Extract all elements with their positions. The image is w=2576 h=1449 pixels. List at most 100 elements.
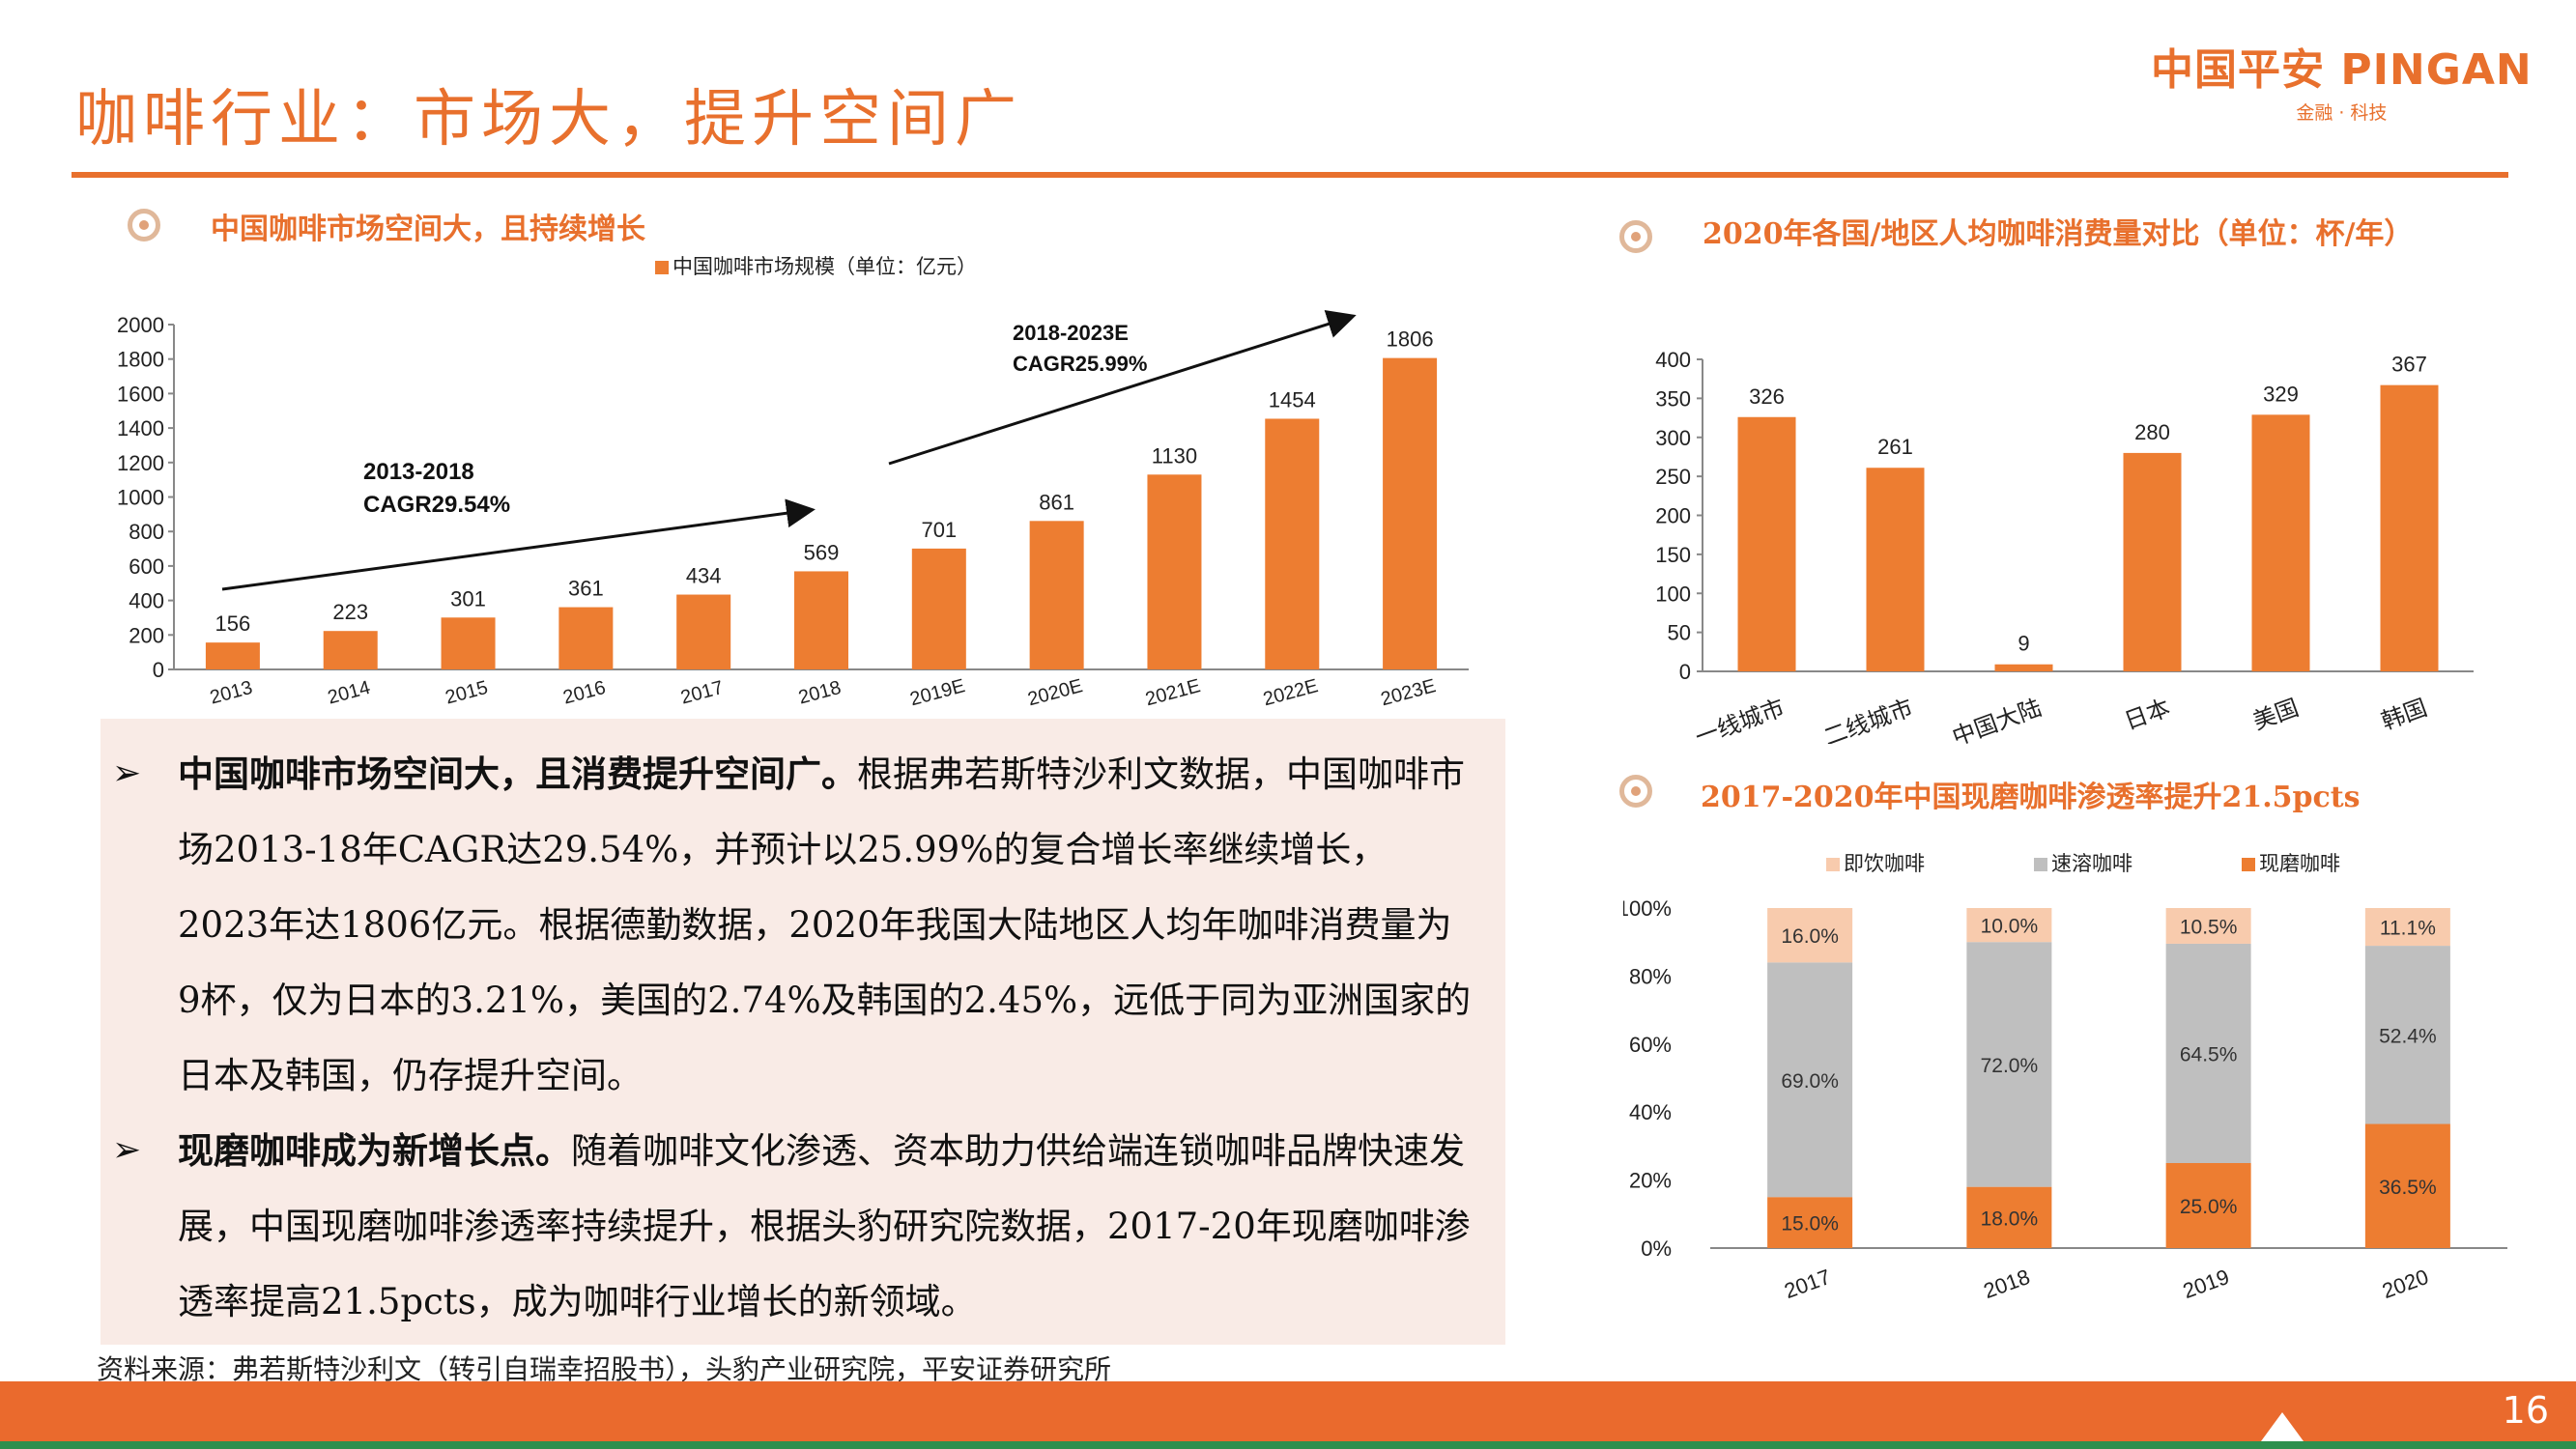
penetration-stacked-chart: 即饮咖啡 速溶咖啡 现磨咖啡 0% 20% 40% 60% 80% 100% 15.0% 69.0%… [1623,853,2507,1303]
y-tick-label: 100 [1655,582,1691,606]
bar [1147,474,1202,669]
segment-label: 11.1% [2380,918,2436,940]
chart2-title: 2020年各国/地区人均咖啡消费量对比（单位：杯/年） [1703,217,2414,251]
y-tick-label: 200 [129,623,164,647]
bar-value-label: 280 [2134,420,2170,444]
bar [1029,521,1084,669]
cagr-annotation-2-rate: CAGR25.99% [1013,352,1147,376]
bar-value-label: 156 [215,611,251,636]
y-tick-label: 1000 [117,486,164,510]
x-tick-label: 2023E [1379,675,1439,710]
bar [2251,414,2310,671]
bar-value-label: 1130 [1152,443,1197,468]
y-tick-label: 2000 [117,313,164,337]
y-tick-label: 1200 [117,451,164,475]
bar [2123,452,2182,671]
legend-swatch [2034,858,2047,871]
stacked-segment [1767,962,1853,1198]
bar [1383,357,1438,669]
arrow-bullet-icon: ➢ [112,753,142,793]
stacked-segment [2165,908,2251,944]
bullet-2: ➢ 现磨咖啡成为新增长点。随着咖啡文化渗透、资本助力供给端连锁咖啡品牌快速发展，… [112,1113,1473,1340]
logo-tagline: 金融 · 科技 [2296,102,2388,124]
stacked-segment [2364,1123,2450,1248]
bullet-2-text: 随着咖啡文化渗透、资本助力供给端连锁咖啡品牌快速发展，中国现磨咖啡渗透率持续提升… [178,1130,1471,1322]
segment-label: 36.5% [2379,1177,2437,1199]
market-size-chart: 中国咖啡市场规模（单位：亿元） 0 200 400 600 800 1000 1200 1400… [117,256,1469,710]
stacked-segment [1767,1197,1853,1248]
bar [1737,416,1796,671]
bar [441,617,496,669]
y-tick-label: 0 [1679,660,1691,684]
segment-label: 10.5% [2180,916,2238,938]
cagr-annotation-1-rate: CAGR29.54% [363,492,510,518]
bullet-2-heading: 现磨咖啡成为新增长点。 [178,1129,571,1172]
x-tick-label: 2015 [444,677,491,709]
section-bullet-icon [1619,775,1652,808]
bar [1994,664,2053,671]
stacked-segment [1767,908,1853,963]
bar-value-label: 861 [1039,490,1074,514]
bar-value-label: 367 [2391,353,2427,377]
x-tick-label: 二线城市 [1820,695,1916,744]
y-tick-label: 800 [129,520,164,544]
y-tick-label: 400 [129,589,164,613]
bar-value-label: 261 [1877,435,1913,459]
y-tick-label: 200 [1655,504,1691,528]
x-tick-label: 中国大陆 [1949,695,2045,744]
cagr-annotation-2-period: 2018-2023E [1013,321,1129,345]
pingan-logo: 中国平安 PINGAN 金融 · 科技 [2151,35,2533,125]
bar-value-label: 1806 [1387,327,1434,352]
x-tick-label: 韩国 [2378,695,2430,735]
chart1-title: 中国咖啡市场空间大，且持续增长 [211,213,645,246]
segment-label: 16.0% [1781,925,1839,948]
bar [323,631,378,669]
x-tick-label: 2017 [1781,1264,1834,1303]
legend-swatch [655,261,669,274]
chart3-title: 2017-2020年中国现磨咖啡渗透率提升21.5pcts [1701,781,2361,814]
x-tick-label: 2022E [1261,675,1321,710]
x-tick-label: 日本 [2121,695,2173,735]
bar-value-label: 326 [1749,384,1785,409]
y-tick-label: 300 [1655,426,1691,450]
bar-value-label: 223 [332,600,368,624]
bar-value-label: 434 [686,564,722,588]
y-tick-label: 80% [1629,964,1672,988]
x-tick-label: 2021E [1143,675,1203,710]
x-tick-label: 2013 [208,677,255,709]
x-tick-label: 2017 [678,677,726,709]
segment-label: 10.0% [1981,916,2039,938]
legend-label: 现磨咖啡 [2259,853,2340,875]
footer-bar [0,1381,2576,1441]
bar-value-label: 329 [2263,382,2299,406]
legend-label: 中国咖啡市场规模（单位：亿元） [673,256,977,278]
stacked-segment [2364,908,2450,947]
section-bullet-icon [1619,220,1652,253]
segment-label: 72.0% [1981,1055,2039,1077]
bar [2380,384,2439,671]
x-tick-label: 2020 [2379,1264,2432,1303]
bar [794,571,848,669]
bar [911,548,966,669]
trend-arrow-1 [221,498,816,591]
y-tick-label: 0 [153,658,164,682]
bar-value-label: 361 [568,577,604,601]
segment-label: 69.0% [1781,1070,1839,1093]
x-tick-label: 2020E [1025,675,1085,710]
y-tick-label: 0% [1641,1236,1672,1261]
bar [558,607,614,669]
bar [676,594,731,669]
per-capita-consumption-chart: 0 50 100 150 200 250 300 350 400 326 一线城市 261 二线城市 9 中… [1655,348,2474,744]
page-number: 16 [2502,1389,2549,1432]
bullet-1-heading: 中国咖啡市场空间大，且消费提升空间广。 [178,753,857,795]
segment-label: 52.4% [2379,1025,2437,1047]
x-tick-label: 2018 [1981,1264,2034,1303]
trend-arrow-2 [888,309,1357,466]
bar-value-label: 701 [921,518,957,542]
segment-label: 25.0% [2180,1196,2238,1218]
segment-label: 64.5% [2180,1043,2238,1065]
commentary-box: ➢ 中国咖啡市场空间大，且消费提升空间广。根据弗若斯特沙利文数据，中国咖啡市场2… [100,719,1505,1345]
logo-wordmark: 中国平安 PINGAN [2151,45,2533,95]
stacked-segment [2364,946,2450,1124]
y-tick-label: 1800 [117,348,164,372]
